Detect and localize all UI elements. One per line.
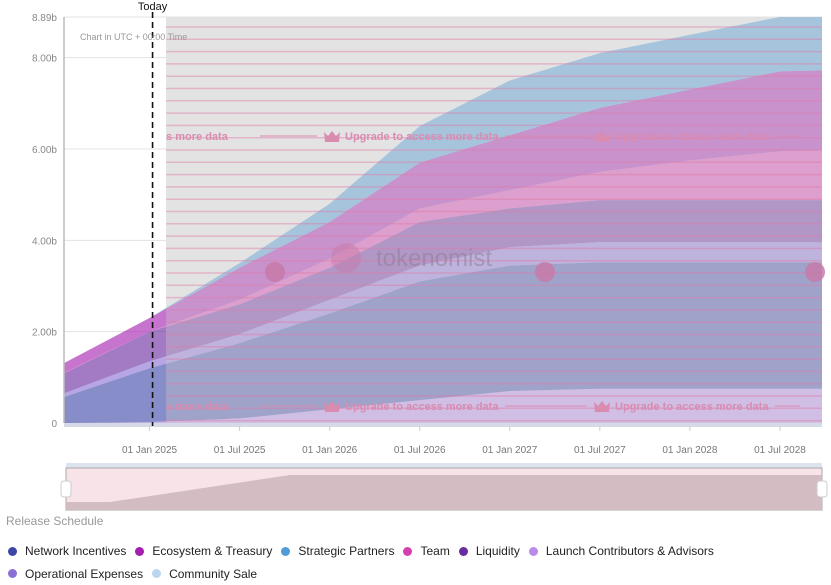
tokenomist-logo-icon <box>331 243 361 273</box>
area-series-strategic-partners <box>64 17 822 364</box>
legend: Network Incentives Ecosystem & Treasury St… <box>8 540 828 585</box>
legend-dot-icon <box>403 546 413 556</box>
upgrade-text: Upgrade to access more data <box>615 131 769 143</box>
y-tick-label: 0 <box>51 419 57 430</box>
legend-dot-icon <box>8 546 17 556</box>
area-series-network-incentives <box>64 262 822 423</box>
tokenomist-logo-icon <box>535 262 555 282</box>
x-tick-label: 01 Jul 2028 <box>754 445 806 456</box>
legend-label: Network Incentives <box>25 544 127 558</box>
area-series-liquidity <box>64 200 822 394</box>
legend-item[interactable]: Launch Contributors & Advisors <box>528 540 714 562</box>
legend-item[interactable]: Operational Expenses <box>8 563 143 585</box>
upgrade-text-truncated: s more data <box>166 131 229 143</box>
y-tick-label: 2.00b <box>32 328 57 339</box>
watermark: tokenomist <box>376 245 492 272</box>
legend-item[interactable]: Strategic Partners <box>281 540 394 562</box>
chart-title: Release Schedule <box>6 514 104 528</box>
x-tick-label: 01 Jan 2026 <box>302 445 357 456</box>
crown-icon <box>594 131 610 142</box>
upgrade-text: Upgrade to access more data <box>615 401 769 413</box>
navigator-series <box>66 475 822 510</box>
legend-label: Strategic Partners <box>298 544 395 558</box>
area-series-ecosystem-treasury <box>64 70 822 373</box>
legend-label: Community Sale <box>169 566 258 581</box>
y-tick-label: 8.00b <box>32 54 57 65</box>
tokenomist-logo-icon <box>805 262 825 282</box>
legend-dot-icon <box>8 569 17 578</box>
crown-icon <box>594 401 610 412</box>
area-series-team <box>64 150 822 374</box>
legend-dot-icon <box>135 546 145 556</box>
x-tick-label: 01 Jul 2025 <box>214 445 266 456</box>
legend-dot-icon <box>152 569 162 578</box>
legend-label: Liquidity <box>475 544 520 558</box>
crown-icon <box>324 131 340 142</box>
legend-label: Ecosystem & Treasury <box>152 544 273 558</box>
legend-label: Team <box>420 544 450 558</box>
locked-region-overlay <box>166 17 822 423</box>
legend-item[interactable]: Team <box>403 540 450 562</box>
upgrade-text-truncated: s more data <box>166 401 229 413</box>
x-tick-label: 01 Jan 2027 <box>482 445 537 456</box>
legend-item[interactable]: Liquidity <box>458 540 520 562</box>
x-tick-label: 01 Jan 2028 <box>662 445 717 456</box>
area-series-operational-expenses <box>64 242 822 397</box>
navigator-handle[interactable] <box>60 480 72 498</box>
x-tick-label: 01 Jan 2025 <box>122 445 177 456</box>
legend-dot-icon <box>528 546 538 556</box>
legend-dot-icon <box>458 546 468 556</box>
legend-item[interactable]: Ecosystem & Treasury <box>135 540 272 562</box>
tokenomist-logo-icon <box>265 262 285 282</box>
legend-dot-icon <box>281 546 291 556</box>
legend-item[interactable]: Network Incentives <box>8 540 126 562</box>
navigator-handle[interactable] <box>816 480 828 498</box>
navigator-scrollbar <box>66 463 822 468</box>
area-series-launch-contributors-advisors <box>64 388 822 423</box>
upgrade-text: Upgrade to access more data <box>345 131 499 143</box>
y-tick-label: 8.89b <box>32 13 57 24</box>
y-tick-label: 4.00b <box>32 236 57 247</box>
y-tick-label: 6.00b <box>32 145 57 156</box>
legend-label: Launch Contributors & Advisors <box>545 544 714 558</box>
crown-icon <box>324 401 340 412</box>
today-label: Today <box>138 1 168 13</box>
legend-label: Operational Expenses <box>25 566 144 581</box>
x-tick-label: 01 Jul 2026 <box>394 445 446 456</box>
x-tick-label: 01 Jul 2027 <box>574 445 626 456</box>
legend-item[interactable]: Community Sale <box>152 563 257 585</box>
upgrade-text: Upgrade to access more data <box>345 401 499 413</box>
timezone-note: Chart in UTC + 00:00 Time <box>80 32 187 42</box>
